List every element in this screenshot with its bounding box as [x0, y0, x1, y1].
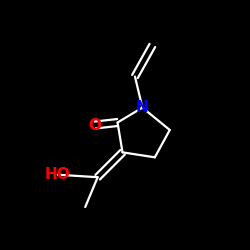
Text: O: O — [89, 118, 102, 132]
Text: N: N — [136, 100, 149, 115]
Text: HO: HO — [45, 167, 71, 182]
